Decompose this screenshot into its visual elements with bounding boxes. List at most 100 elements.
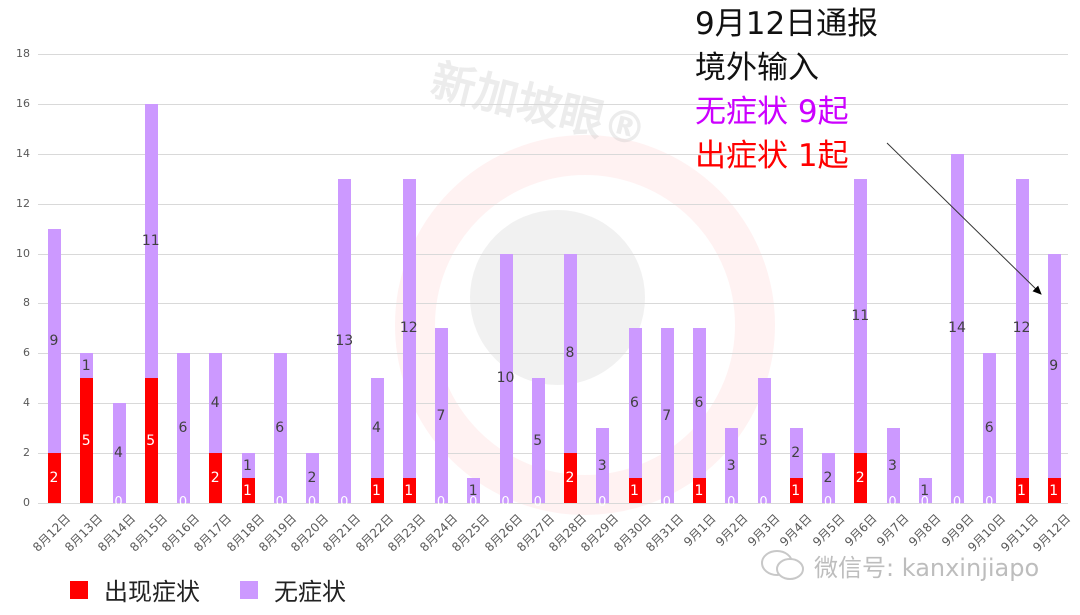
legend-item-asymptomatic: 无症状: [240, 572, 346, 607]
watermark-logo: [470, 210, 645, 385]
data-label: 3: [726, 457, 736, 474]
data-label: 0: [888, 495, 897, 510]
y-tick-label: 10: [16, 246, 30, 260]
gridline: [38, 403, 1068, 405]
data-label: 2: [823, 470, 833, 487]
bar-segment-symptomatic: [789, 478, 803, 503]
bar-segment-symptomatic: [209, 453, 223, 503]
bar-segment-asymptomatic: [499, 253, 513, 503]
bar-segment-asymptomatic: [886, 428, 900, 503]
bar-segment-asymptomatic: [467, 478, 481, 503]
data-label: 6: [630, 395, 639, 412]
data-label: 1: [791, 482, 801, 499]
data-label: 3: [597, 457, 607, 474]
data-label: 1: [243, 457, 252, 474]
data-label: 2: [565, 470, 575, 487]
annotation-line-1: 9月12日通报: [695, 6, 879, 42]
gridline: [38, 103, 1068, 105]
data-label: 0: [501, 495, 510, 510]
data-label: 0: [307, 495, 317, 510]
y-tick-label: 14: [16, 146, 30, 160]
y-tick-label: 6: [23, 346, 30, 360]
bar-segment-asymptomatic: [209, 353, 223, 454]
data-label: 2: [791, 445, 801, 462]
data-label: 10: [496, 370, 515, 387]
legend-label: 无症状: [274, 578, 346, 606]
bar-segment-symptomatic: [402, 478, 416, 503]
bar-segment-symptomatic: [693, 478, 706, 503]
bar-segment-asymptomatic: [435, 328, 448, 503]
data-label: 0: [533, 495, 542, 510]
data-label: 4: [372, 420, 381, 437]
data-label: 0: [952, 495, 962, 510]
data-label: 0: [662, 495, 671, 510]
data-label: 1: [81, 357, 91, 374]
bar-segment-asymptomatic: [144, 103, 158, 379]
data-label: 11: [851, 307, 870, 324]
data-label: 1: [372, 482, 381, 499]
data-label: 11: [141, 233, 160, 250]
bar-segment-asymptomatic: [48, 228, 61, 454]
bar-segment-asymptomatic: [80, 353, 94, 379]
gridline: [38, 453, 1068, 455]
bar-segment-asymptomatic: [983, 353, 997, 503]
annotation-line-3: 无症状 9起: [695, 94, 849, 130]
data-label: 1: [468, 482, 478, 499]
data-label: 2: [210, 470, 220, 487]
data-label: 0: [598, 495, 607, 510]
data-label: 0: [469, 495, 478, 510]
gridline: [38, 153, 1068, 155]
data-label: 0: [823, 495, 833, 510]
bar-segment-asymptomatic: [660, 328, 674, 503]
data-label: 0: [178, 495, 188, 510]
data-label: 1: [404, 482, 414, 499]
data-label: 6: [694, 395, 704, 412]
data-label: 1: [1017, 482, 1026, 499]
data-label: 0: [727, 495, 736, 510]
data-label: 6: [984, 420, 994, 437]
legend-swatch-purple: [240, 580, 258, 599]
data-label: 6: [275, 420, 285, 437]
data-label: 2: [855, 470, 865, 487]
bar-segment-asymptomatic: [757, 378, 771, 503]
data-label: 1: [1049, 482, 1059, 499]
data-label: 6: [178, 420, 188, 437]
data-label: 7: [662, 407, 672, 424]
gridline: [38, 54, 1068, 55]
data-label: 13: [335, 332, 354, 349]
data-label: 8: [565, 345, 575, 362]
data-label: 0: [436, 495, 446, 510]
gridline: [38, 503, 1068, 504]
gridline: [38, 353, 1068, 355]
annotation-line-4: 出症状 1起: [695, 138, 849, 174]
bar-segment-symptomatic: [241, 478, 255, 503]
bar-segment-symptomatic: [1047, 478, 1061, 503]
data-label: 5: [759, 432, 768, 449]
y-tick-label: 16: [16, 96, 30, 110]
wechat-id: 微信号: kanxinjiapo: [814, 554, 1040, 582]
bar-segment-asymptomatic: [564, 253, 577, 454]
bar-segment-asymptomatic: [951, 153, 964, 503]
legend-label: 出现症状: [104, 578, 200, 606]
y-tick-label: 12: [16, 196, 30, 210]
bar-segment-asymptomatic: [628, 328, 642, 479]
data-label: 0: [759, 495, 768, 510]
legend: 出现症状 无症状: [70, 572, 386, 607]
bar-segment-asymptomatic: [177, 353, 190, 503]
bar-segment-asymptomatic: [822, 453, 835, 503]
annotation: 9月12日通报 境外输入 无症状 9起 出症状 1起: [695, 2, 878, 178]
data-label: 12: [399, 320, 418, 337]
data-label: 5: [81, 432, 91, 449]
bar-segment-asymptomatic: [854, 178, 868, 454]
data-label: 2: [49, 470, 59, 487]
bar-segment-asymptomatic: [370, 378, 384, 479]
data-label: 0: [114, 495, 123, 510]
data-label: 9: [49, 332, 59, 349]
wechat-icon: [761, 549, 804, 580]
data-label: 0: [275, 495, 284, 510]
bar-segment-asymptomatic: [402, 178, 416, 479]
bar-segment-symptomatic: [48, 453, 61, 503]
bar-segment-symptomatic: [1015, 478, 1029, 503]
data-label: 1: [694, 482, 704, 499]
